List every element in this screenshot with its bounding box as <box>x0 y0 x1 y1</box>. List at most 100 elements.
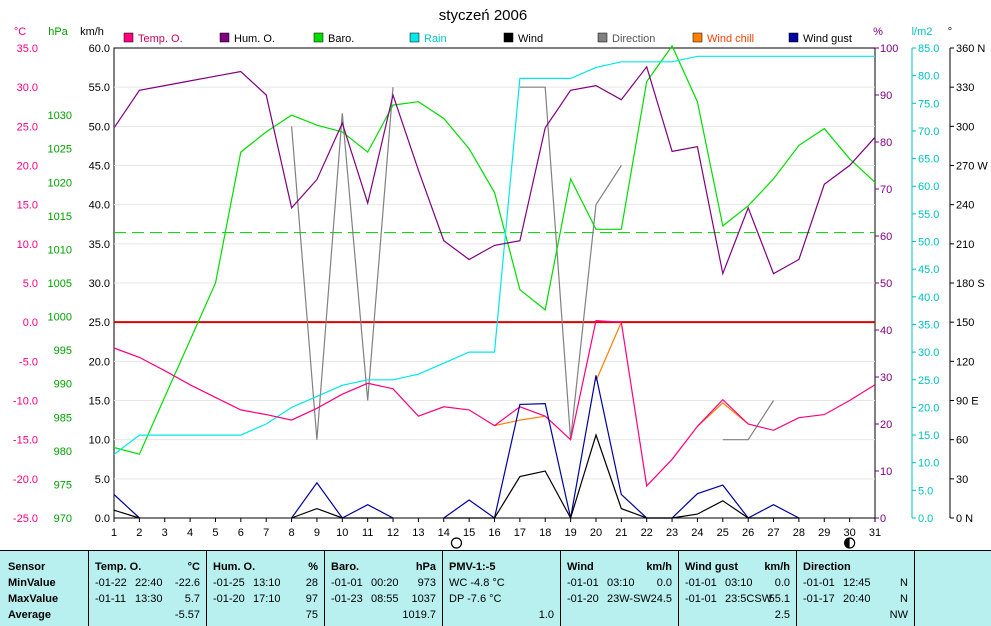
stats-wind-unit: km/h <box>646 561 672 573</box>
stats-direction-avg: NW <box>889 609 908 621</box>
stats-temp-max-time: 13:30 <box>135 593 163 605</box>
x-tick-label: 30 <box>844 527 856 539</box>
stats-wind-header: Wind <box>567 561 594 573</box>
baro-tick-label: 1030 <box>48 110 72 122</box>
legend-swatch <box>692 32 703 43</box>
legend-swatch <box>123 32 134 43</box>
stats-baro-min-date: -01-01 <box>331 577 363 589</box>
x-tick-label: 28 <box>793 527 805 539</box>
legend: Temp. O. Hum. O. Baro. Rain Wind Direction Win… <box>123 32 852 45</box>
stats-direction-min-value: N <box>900 577 908 589</box>
stats-wind-min-date: -01-01 <box>567 577 599 589</box>
dir-tick-label: 330 <box>956 82 974 94</box>
dir-tick-label: 270 W <box>956 161 988 173</box>
wind-tick-label: 45.0 <box>89 161 110 173</box>
stats-baro-max-value: 1037 <box>411 593 436 605</box>
dir-tick-label: 120 <box>956 356 974 368</box>
x-tick-label: 16 <box>488 527 500 539</box>
temp-tick-label: -25.0 <box>13 513 38 525</box>
stats-pmv-header: PMV-1:-5 <box>449 561 496 573</box>
dir-tick-label: 30 <box>956 474 968 486</box>
temp-tick-label: 15.0 <box>17 200 38 212</box>
wind-tick-label: 40.0 <box>89 200 110 212</box>
baro-tick-label: 1025 <box>48 144 72 156</box>
stats-gust-header: Wind gust <box>685 561 739 573</box>
chart-title: styczeń 2006 <box>439 7 527 24</box>
temp-tick-label: -20.0 <box>13 474 38 486</box>
stats-baro-min-value: 973 <box>417 577 436 589</box>
stats-temp-min-date: -01-22 <box>95 577 127 589</box>
rain-tick-label: 85.0 <box>918 43 939 55</box>
temp-tick-label: 0.0 <box>23 317 38 329</box>
stats-col-empty <box>914 551 991 626</box>
stats-pmv-value: 1.0 <box>538 609 554 621</box>
wind-tick-label: 0.0 <box>95 513 110 525</box>
x-tick-label: 31 <box>869 527 881 539</box>
rain-tick-label: 30.0 <box>918 347 939 359</box>
stats-temp-max-date: -01-11 <box>95 593 126 605</box>
hum-tick-label: 100 <box>880 43 898 55</box>
rain-tick-label: 80.0 <box>918 71 939 83</box>
baro-tick-label: 1000 <box>48 312 72 324</box>
rain-tick-label: 70.0 <box>918 126 939 138</box>
baro-tick-label: 1005 <box>48 278 72 290</box>
axis-unit: km/h <box>80 26 104 38</box>
dir-tick-label: 240 <box>956 200 974 212</box>
series-wind-chill <box>494 415 546 427</box>
stats-wind-min-value: 0.0 <box>656 577 672 589</box>
series-lines <box>113 44 876 520</box>
stats-hum-max-time: 17:10 <box>253 593 281 605</box>
series-wind <box>291 507 393 519</box>
hum-tick-label: 80 <box>880 137 892 149</box>
x-tick-label: 3 <box>162 527 168 539</box>
wind-tick-label: 30.0 <box>89 278 110 290</box>
legend-swatch <box>597 32 608 43</box>
x-tick-label: 23 <box>666 527 678 539</box>
stats-temp-min-value: -22.6 <box>174 577 200 589</box>
stats-hum-min-date: -01-25 <box>213 577 245 589</box>
x-tick-label: 2 <box>136 527 142 539</box>
stats-col-direction: Direction -01-01 12:45 N -01-17 20:40 N … <box>796 551 914 626</box>
stats-baro-min-time: 00:20 <box>371 577 399 589</box>
baro-tick-label: 995 <box>54 345 72 357</box>
stats-row-max: MaxValue <box>8 593 59 605</box>
hum-tick-label: 10 <box>880 466 892 478</box>
statistics-table: Sensor MinValue MaxValue Average Temp. O… <box>0 550 991 626</box>
series-rain <box>113 55 875 455</box>
stats-temp-avg: -5.57 <box>174 609 200 621</box>
axis-units: °C hPa km/h% l/m2 ° <box>14 26 952 38</box>
dir-tick-label: 90 E <box>956 396 979 408</box>
stats-baro-header: Baro. <box>331 561 360 573</box>
x-tick-label: 11 <box>362 527 373 539</box>
stats-gust-max-date: -01-01 <box>685 593 717 605</box>
stats-hum-min-value: 28 <box>305 577 318 589</box>
stats-direction-min-date: -01-01 <box>803 577 835 589</box>
stats-col-wind: Wind km/h -01-01 03:10 0.0 -01-20 23W-SW… <box>560 551 678 626</box>
x-tick-label: 5 <box>212 527 218 539</box>
stats-gust-avg: 2.5 <box>774 609 790 621</box>
stats-gust-unit: km/h <box>764 561 790 573</box>
hum-tick-label: 20 <box>880 419 892 431</box>
temp-tick-label: -15.0 <box>13 435 38 447</box>
hum-tick-label: 60 <box>880 231 892 243</box>
stats-direction-max-time: 20:40 <box>843 593 871 605</box>
axis-unit: % <box>873 26 883 38</box>
dir-tick-label: 210 <box>956 239 974 251</box>
hum-tick-label: 90 <box>880 90 892 102</box>
temp-tick-label: 5.0 <box>23 278 38 290</box>
rain-tick-label: 65.0 <box>918 154 939 166</box>
stats-col-baro: Baro. hPa -01-01 00:20 973 -01-23 08:55 … <box>324 551 442 626</box>
x-tick-label: 4 <box>187 527 193 539</box>
stats-direction-min-time: 12:45 <box>843 577 871 589</box>
stats-baro-unit: hPa <box>415 561 436 573</box>
x-tick-label: 1 <box>111 527 117 539</box>
series-direction <box>722 400 775 441</box>
stats-baro-avg: 1019.7 <box>402 609 436 621</box>
x-tick-label: 17 <box>514 527 526 539</box>
series-direction <box>291 87 394 440</box>
legend-swatch <box>503 32 514 43</box>
legend-label: Direction <box>612 33 655 45</box>
wind-tick-label: 35.0 <box>89 239 110 251</box>
stats-hum-unit: % <box>308 561 318 573</box>
stats-col-sensor: Sensor MinValue MaxValue Average <box>0 551 88 626</box>
